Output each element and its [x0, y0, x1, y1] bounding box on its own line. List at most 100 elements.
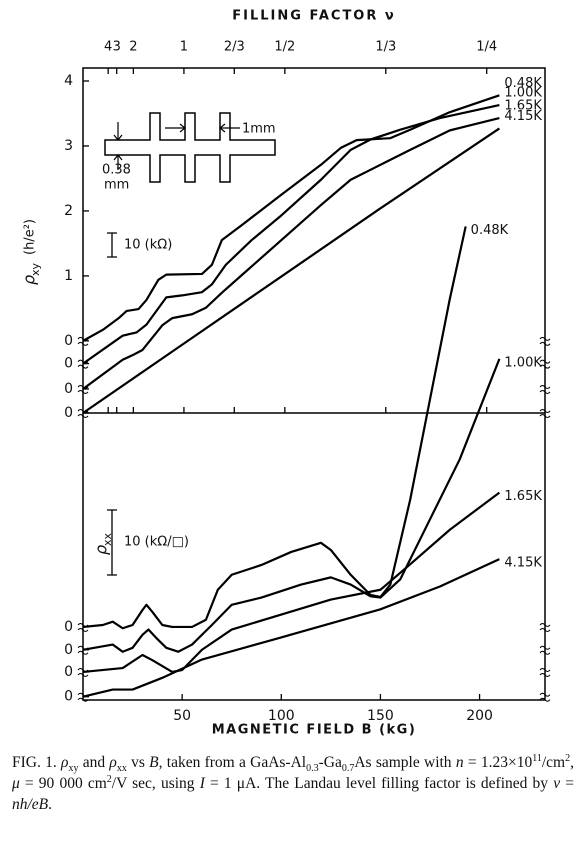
caption-text: μ — [12, 775, 20, 792]
y-label-lower: ρ xx — [92, 532, 115, 555]
series-label: 1.00K — [504, 355, 542, 370]
series-label: 1.65K — [504, 99, 542, 114]
caption-text: , — [570, 754, 574, 771]
axis-break — [77, 384, 89, 394]
y-tick-label: 3 — [64, 138, 73, 154]
caption-text: 0.3 — [306, 763, 319, 775]
y-label-upper: ρ xy (h/e²) — [20, 219, 43, 285]
caption-text: /V sec, using — [111, 775, 200, 792]
y-tick-label: 1 — [64, 268, 73, 284]
top-tick-label: 1/4 — [476, 40, 497, 55]
caption-text: xy — [68, 763, 79, 775]
axis-break — [77, 359, 89, 369]
axis-break — [539, 336, 551, 346]
top-tick-label: 1/2 — [274, 40, 295, 55]
y-label-symbol: ρ — [20, 275, 39, 285]
axis-break — [539, 667, 551, 677]
scale-bar — [107, 509, 117, 576]
y-tick-label: 2 — [64, 203, 73, 219]
top-tick-label: 2 — [129, 40, 137, 55]
caption-text: -Ga — [318, 754, 342, 771]
caption-text: vs — [126, 754, 150, 771]
caption-text: = — [560, 775, 574, 792]
caption-text: 0.7 — [341, 763, 355, 775]
series-label: 4.15K — [504, 109, 542, 124]
y-label-sub: xy — [29, 262, 42, 276]
top-axis-title: FILLING FACTOR ν — [232, 9, 396, 24]
axis-break — [539, 692, 551, 702]
axis-break — [539, 384, 551, 394]
zero-tick-label: 0 — [64, 405, 73, 421]
zero-tick-label: 0 — [64, 664, 73, 680]
caption-text: xx — [116, 763, 127, 775]
caption-text: and — [78, 754, 110, 771]
series-label: 1.00K — [504, 86, 542, 101]
caption-text: = 1 μA. The Landau level filling factor … — [204, 775, 554, 792]
y-label-symbol: ρ — [92, 545, 111, 555]
inset-width-label: 1mm — [242, 122, 276, 137]
scale-bar-label: 10 (kΩ/□) — [124, 535, 189, 550]
x-tick-label: 100 — [268, 708, 295, 724]
x-tick-label: 150 — [367, 708, 394, 724]
data-line — [82, 226, 467, 630]
data-line — [82, 127, 501, 414]
series-label: 4.15K — [504, 556, 542, 571]
series-label: 0.48K — [504, 76, 542, 91]
caption-text: 11 — [532, 752, 542, 764]
top-tick-label: 3 — [113, 40, 121, 55]
x-axis-title: MAGNETIC FIELD B (kG) — [212, 723, 417, 738]
caption-text: , taken from a GaAs-Al — [158, 754, 307, 771]
top-tick-label: 1 — [180, 40, 188, 55]
axis-break — [77, 409, 89, 418]
data-line — [82, 491, 501, 674]
axis-break — [539, 409, 551, 418]
zero-tick-label: 0 — [64, 381, 73, 397]
y-label-sub: xx — [101, 532, 114, 546]
data-line — [82, 116, 500, 390]
series-label: 1.65K — [504, 489, 542, 504]
caption: FIG. 1. ρxy and ρxx vs B, taken from a G… — [12, 752, 574, 815]
data-line — [82, 358, 501, 653]
caption-text: FIG. 1. — [12, 754, 62, 771]
zero-tick-label: 0 — [64, 333, 73, 349]
caption-text: . — [48, 796, 53, 813]
top-tick-label: 2/3 — [224, 40, 245, 55]
caption-text: nh/eB — [12, 796, 49, 813]
top-tick-label: 4 — [104, 40, 112, 55]
caption-text: ρ — [61, 754, 69, 771]
caption-text: 2 — [565, 752, 571, 764]
plot-frame — [82, 67, 546, 701]
series-label: 0.48K — [471, 223, 509, 238]
inset-arrows — [113, 122, 240, 170]
inset-hall-bar — [104, 112, 276, 183]
y-label-unit: (h/e²) — [23, 219, 38, 255]
caption-text: As sample with — [354, 754, 456, 771]
top-tick-label: 1/3 — [375, 40, 396, 55]
axis-break — [539, 622, 551, 632]
caption-text: n — [455, 754, 464, 771]
caption-text: I — [199, 775, 205, 792]
caption-text: B — [149, 754, 159, 771]
scale-bar — [107, 232, 117, 258]
zero-tick-label: 0 — [64, 619, 73, 635]
zero-tick-label: 0 — [64, 642, 73, 658]
scale-bar-label: 10 (kΩ) — [124, 238, 172, 253]
caption-text: = 90 000 cm — [19, 775, 107, 792]
zero-tick-label: 0 — [64, 689, 73, 705]
caption-text: ν — [553, 775, 561, 792]
data-line — [82, 558, 500, 698]
x-tick-label: 50 — [173, 708, 191, 724]
axis-break — [539, 359, 551, 369]
zero-tick-label: 0 — [64, 356, 73, 372]
caption-text: /cm — [541, 754, 566, 771]
inset-thickness-label: 0.38 — [102, 163, 131, 178]
inset-thickness-label: mm — [104, 178, 129, 193]
figure: FILLING FACTOR ν MAGNETIC FIELD B (kG) ρ… — [20, 9, 551, 738]
caption-text: ρ — [109, 754, 117, 771]
caption-text: 2 — [106, 773, 112, 785]
y-tick-label: 4 — [64, 73, 73, 89]
caption-text: = 1.23×10 — [463, 754, 533, 771]
axis-break — [539, 645, 551, 655]
data-line — [82, 94, 500, 342]
